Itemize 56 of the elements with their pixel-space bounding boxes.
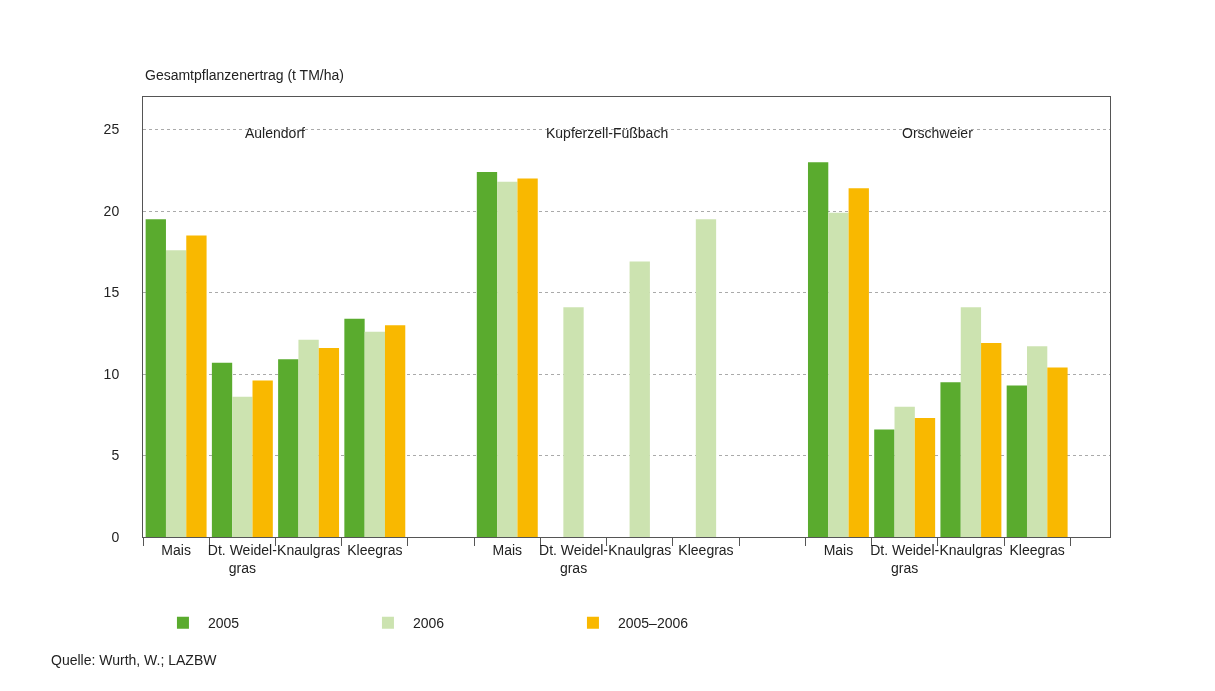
annotation: Aulendorf	[245, 125, 306, 141]
bar	[232, 396, 253, 537]
y-axis-title: Gesamtpflanzenertrag (t TM/ha)	[145, 67, 344, 83]
bar	[563, 307, 584, 537]
bar	[807, 162, 829, 537]
bar	[1006, 385, 1027, 537]
bar	[629, 261, 650, 537]
bar	[186, 235, 207, 537]
bar	[278, 359, 299, 537]
bar	[318, 347, 340, 537]
x-tick-label: Kleegras	[1009, 541, 1065, 558]
bar	[695, 219, 717, 537]
x-tick-label: Dt. Weidel- gras	[207, 541, 278, 576]
x-tick-label: Mais	[492, 541, 523, 558]
bar	[1026, 346, 1048, 537]
bar	[828, 212, 849, 537]
bar	[165, 250, 187, 537]
legend-label: 2006	[412, 615, 445, 632]
bar	[145, 219, 166, 537]
y-tick-label: 5	[111, 447, 120, 464]
bar	[252, 380, 273, 537]
annotation: Orschweier	[902, 125, 974, 141]
y-tick-label: 10	[103, 365, 120, 382]
y-tick-label: 25	[103, 121, 120, 138]
bar	[914, 418, 936, 537]
bar	[364, 331, 385, 537]
y-tick-label: 20	[103, 202, 120, 219]
bar	[894, 406, 915, 537]
x-tick-label: Kleegras	[347, 541, 403, 558]
bar	[517, 178, 538, 537]
bar	[476, 171, 498, 537]
bar	[497, 181, 518, 537]
legend-label: 2005–2006	[617, 615, 689, 632]
bar	[960, 307, 982, 537]
source-note: Quelle: Wurth, W.; LAZBW	[51, 652, 218, 668]
x-tick-label: Mais	[823, 541, 854, 558]
bar	[298, 339, 319, 537]
x-tick-label: Dt. Weidel- gras	[539, 541, 609, 576]
bar	[344, 318, 365, 537]
x-tick-label: Dt. Weidel- gras	[870, 541, 940, 576]
x-tick-label: Knaulgras	[608, 541, 672, 558]
bar	[874, 429, 895, 537]
bar	[848, 188, 869, 537]
y-tick-label: 15	[103, 284, 120, 301]
x-tick-label: Kleegras	[678, 541, 734, 558]
legend-label: 2005	[207, 615, 240, 632]
bar	[981, 343, 1002, 537]
x-tick-label: Knaulgras	[939, 541, 1003, 558]
y-tick-label: 0	[111, 528, 120, 545]
x-tick-label: Knaulgras	[277, 541, 341, 558]
x-tick-label: Mais	[161, 541, 191, 558]
bar	[1047, 367, 1068, 537]
bar	[211, 362, 233, 537]
bar	[940, 382, 961, 537]
bar	[384, 325, 406, 537]
annotation: Kupferzell-Füßbach	[546, 125, 669, 141]
